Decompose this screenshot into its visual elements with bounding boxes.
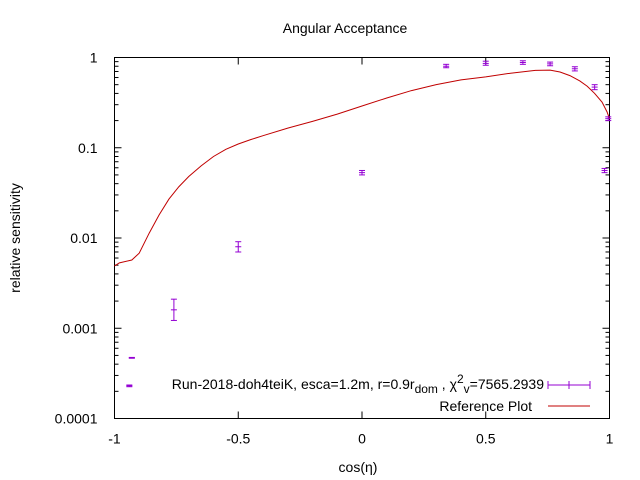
data-point xyxy=(605,116,612,122)
y-tick-label: 0.001 xyxy=(62,320,97,336)
data-point xyxy=(591,84,598,91)
data-point xyxy=(547,61,554,67)
legend-run-sub-dom: dom xyxy=(415,382,438,396)
x-tick-label: -0.5 xyxy=(226,431,250,447)
data-point xyxy=(482,60,489,66)
data-point xyxy=(571,66,578,72)
y-axis-label: relative sensitivity xyxy=(7,183,23,293)
y-tick-label: 1 xyxy=(90,50,98,66)
legend-run-chi: , χ xyxy=(438,376,458,392)
x-tick-labels: -1 -0.5 0 0.5 1 xyxy=(108,431,613,447)
y-tick-labels: 0.0001 0.001 0.01 0.1 1 xyxy=(55,50,98,427)
legend: Run-2018-doh4teiK, esca=1.2m, r=0.9rdom … xyxy=(172,372,591,414)
data-point xyxy=(359,169,365,176)
run-data-series xyxy=(126,60,612,388)
x-axis-label: cos(η) xyxy=(339,459,378,475)
reference-plot-series xyxy=(114,69,610,267)
x-tick-label: 0 xyxy=(358,431,366,447)
legend-run-sub-v: v xyxy=(464,382,470,396)
x-tick-label: 1 xyxy=(606,431,614,447)
axis-ticks xyxy=(114,57,610,419)
data-point xyxy=(601,167,608,174)
data-point xyxy=(126,384,133,388)
data-point xyxy=(519,60,526,65)
y-tick-label: 0.1 xyxy=(78,140,98,156)
data-point xyxy=(128,356,135,359)
data-point xyxy=(170,298,177,321)
legend-sample-run-data xyxy=(547,381,591,389)
x-tick-label: 0.5 xyxy=(476,431,496,447)
data-point xyxy=(443,63,450,69)
reference-plot-line xyxy=(114,69,610,267)
x-tick-label: -1 xyxy=(108,431,121,447)
legend-label-run-data: Run-2018-doh4teiK, esca=1.2m, r=0.9rdom … xyxy=(172,372,544,396)
y-tick-label: 0.0001 xyxy=(55,411,98,427)
legend-run-main: Run-2018-doh4teiK, esca=1.2m, r=0.9r xyxy=(172,376,415,392)
chart-title: Angular Acceptance xyxy=(283,20,408,36)
y-tick-label: 0.01 xyxy=(70,230,97,246)
legend-run-sup-2: 2 xyxy=(457,372,464,386)
legend-label-reference-plot: Reference Plot xyxy=(439,398,532,414)
legend-run-end: =7565.2939 xyxy=(470,376,545,392)
data-point xyxy=(235,241,242,253)
